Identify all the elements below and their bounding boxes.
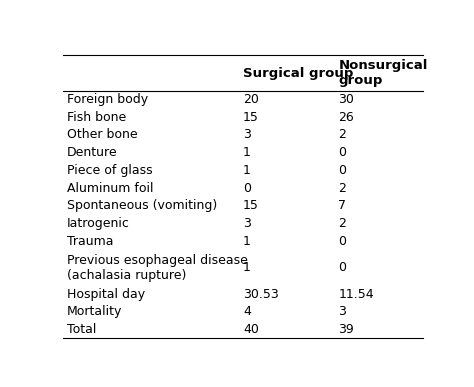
Text: Aluminum foil: Aluminum foil <box>66 182 153 195</box>
Text: 2: 2 <box>338 128 346 142</box>
Text: Mortality: Mortality <box>66 305 122 319</box>
Text: 30.53: 30.53 <box>243 288 279 301</box>
Text: 0: 0 <box>338 164 346 177</box>
Text: Spontaneous (vomiting): Spontaneous (vomiting) <box>66 199 217 212</box>
Text: Other bone: Other bone <box>66 128 137 142</box>
Text: Trauma: Trauma <box>66 235 113 248</box>
Text: 3: 3 <box>338 305 346 319</box>
Text: Previous esophageal disease
(achalasia rupture): Previous esophageal disease (achalasia r… <box>66 254 247 282</box>
Text: 7: 7 <box>338 199 346 212</box>
Text: 0: 0 <box>338 235 346 248</box>
Text: Hospital day: Hospital day <box>66 288 145 301</box>
Text: 3: 3 <box>243 217 251 230</box>
Text: Piece of glass: Piece of glass <box>66 164 152 177</box>
Text: 40: 40 <box>243 323 259 336</box>
Text: 1: 1 <box>243 164 251 177</box>
Text: Iatrogenic: Iatrogenic <box>66 217 129 230</box>
Text: Total: Total <box>66 323 96 336</box>
Text: 0: 0 <box>338 146 346 159</box>
Text: 11.54: 11.54 <box>338 288 374 301</box>
Text: Fish bone: Fish bone <box>66 111 126 124</box>
Text: 1: 1 <box>243 261 251 274</box>
Text: 1: 1 <box>243 146 251 159</box>
Text: Foreign body: Foreign body <box>66 93 148 106</box>
Text: 4: 4 <box>243 305 251 319</box>
Text: 30: 30 <box>338 93 354 106</box>
Text: 15: 15 <box>243 199 259 212</box>
Text: 3: 3 <box>243 128 251 142</box>
Text: 0: 0 <box>338 261 346 274</box>
Text: 0: 0 <box>243 182 251 195</box>
Text: Nonsurgical
group: Nonsurgical group <box>338 59 428 87</box>
Text: 2: 2 <box>338 182 346 195</box>
Text: 2: 2 <box>338 217 346 230</box>
Text: 20: 20 <box>243 93 259 106</box>
Text: 1: 1 <box>243 235 251 248</box>
Text: 39: 39 <box>338 323 354 336</box>
Text: 26: 26 <box>338 111 354 124</box>
Text: Denture: Denture <box>66 146 117 159</box>
Text: 15: 15 <box>243 111 259 124</box>
Text: Surgical group: Surgical group <box>243 67 353 80</box>
